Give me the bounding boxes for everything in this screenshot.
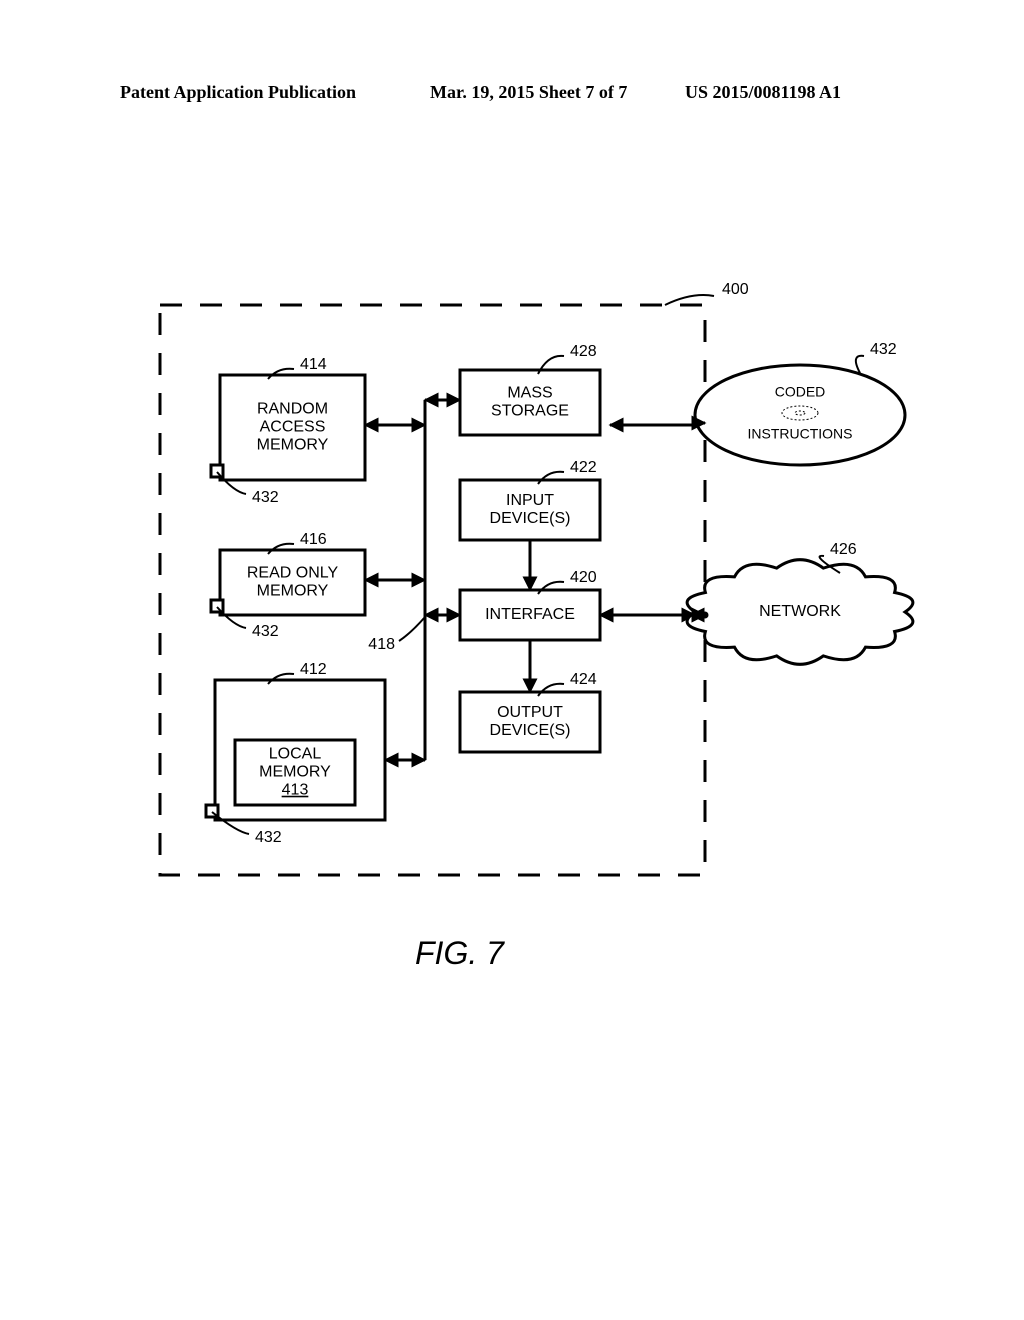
svg-text:RANDOM: RANDOM (257, 401, 328, 418)
svg-text:422: 422 (570, 459, 597, 476)
svg-text:OUTPUT: OUTPUT (497, 704, 563, 721)
svg-text:432: 432 (252, 623, 279, 640)
svg-text:413: 413 (282, 782, 309, 799)
svg-text:MEMORY: MEMORY (257, 583, 329, 600)
svg-text:414: 414 (300, 356, 327, 373)
svg-text:INSTRUCTIONS: INSTRUCTIONS (748, 426, 853, 442)
svg-text:MEMORY: MEMORY (259, 764, 331, 781)
svg-text:MEMORY: MEMORY (257, 437, 329, 454)
svg-text:400: 400 (722, 281, 749, 298)
svg-text:432: 432 (252, 489, 279, 506)
svg-text:412: 412 (300, 661, 327, 678)
svg-text:STORAGE: STORAGE (491, 403, 569, 420)
svg-text:MASS: MASS (507, 385, 552, 402)
svg-text:INTERFACE: INTERFACE (485, 606, 575, 623)
figure-diagram: 400418RANDOMACCESSMEMORY414432READ ONLYM… (0, 0, 1024, 1320)
svg-text:420: 420 (570, 569, 597, 586)
svg-text:DEVICE(S): DEVICE(S) (490, 722, 571, 739)
svg-text:418: 418 (368, 636, 395, 653)
svg-text:416: 416 (300, 531, 327, 548)
figure-caption: FIG. 7 (415, 935, 504, 972)
svg-text:432: 432 (870, 341, 897, 358)
svg-text:ACCESS: ACCESS (260, 419, 326, 436)
svg-text:426: 426 (830, 541, 857, 558)
svg-text:INPUT: INPUT (506, 492, 554, 509)
svg-text:READ ONLY: READ ONLY (247, 565, 339, 582)
svg-text:CODED: CODED (775, 384, 826, 400)
svg-text:428: 428 (570, 343, 597, 360)
svg-text:NETWORK: NETWORK (759, 603, 841, 620)
svg-text:424: 424 (570, 671, 597, 688)
svg-text:LOCAL: LOCAL (269, 746, 322, 763)
svg-text:DEVICE(S): DEVICE(S) (490, 510, 571, 527)
svg-text:432: 432 (255, 829, 282, 846)
